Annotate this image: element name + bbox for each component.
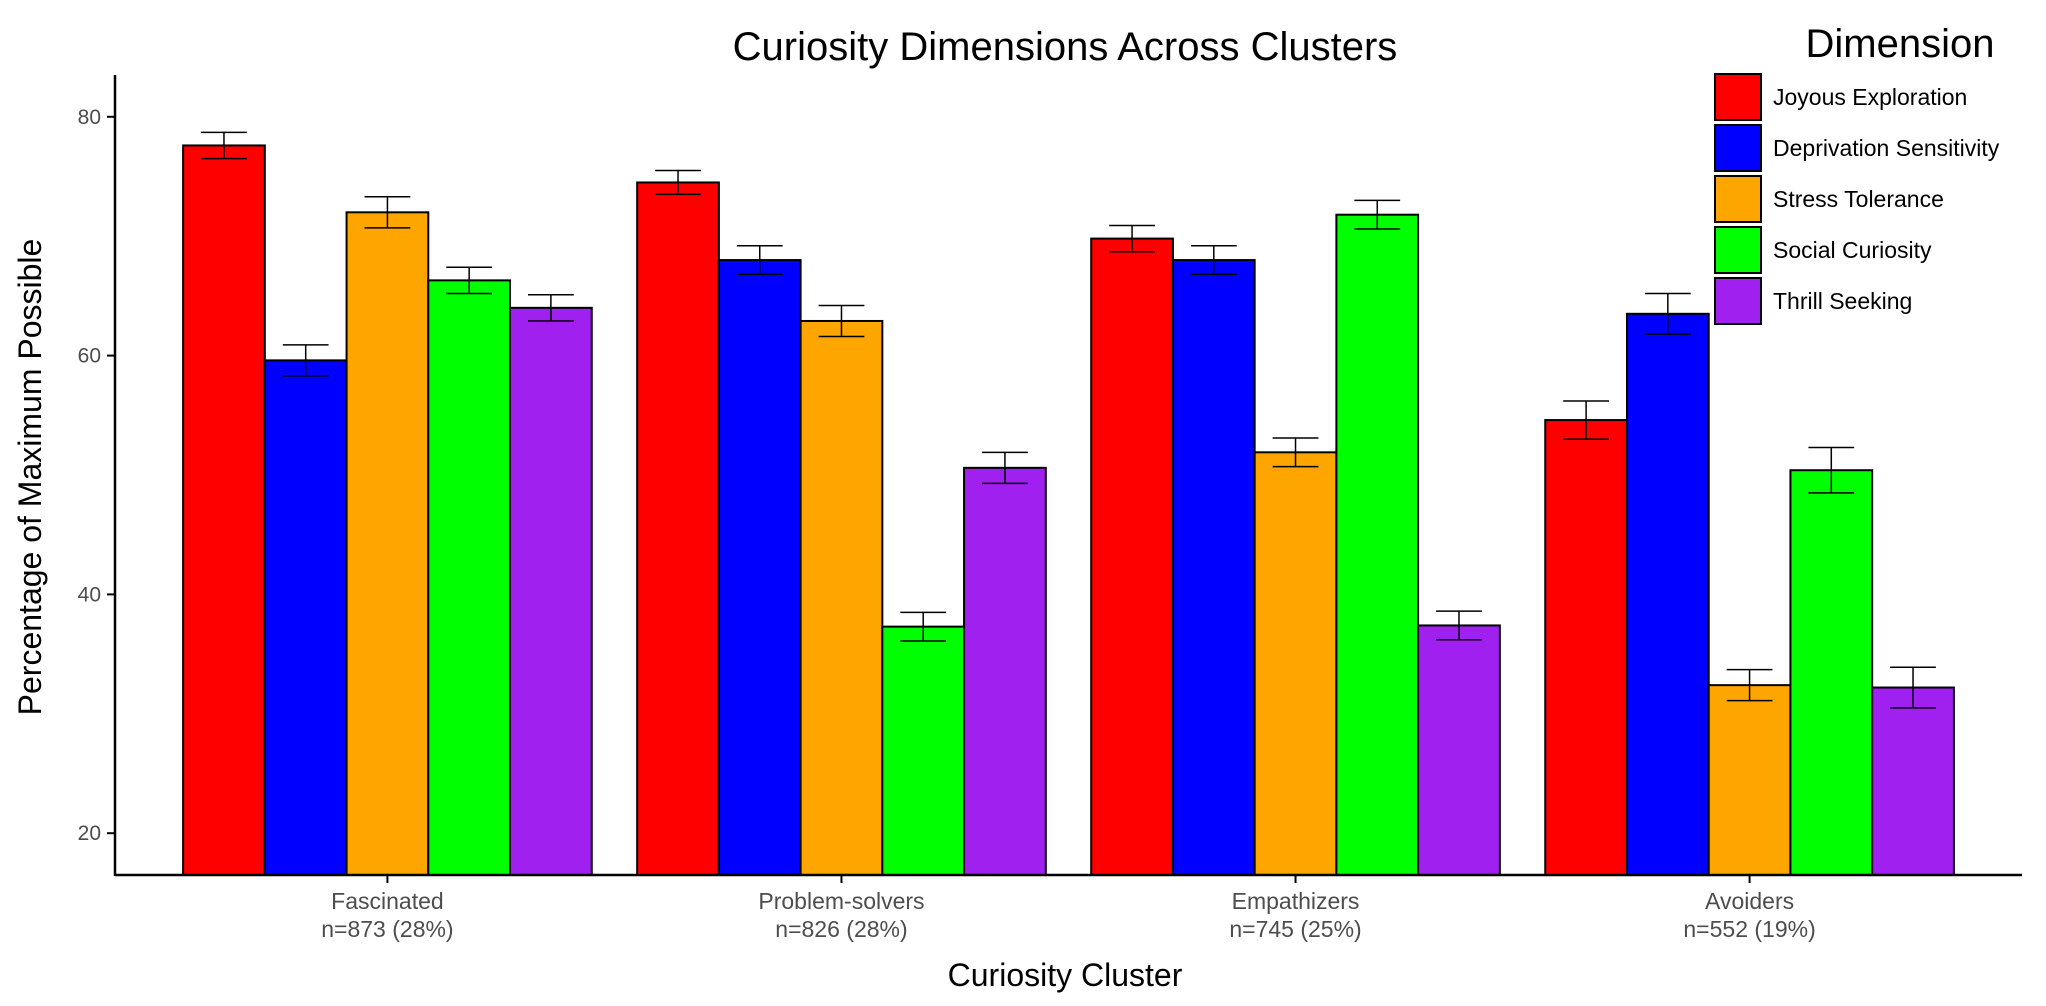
bar-problem-solvers-stress-tolerance [799, 319, 884, 876]
error-bar [1890, 666, 1936, 709]
bar-avoiders-joyous-exploration [1544, 419, 1628, 876]
error-bar [364, 196, 411, 229]
x-tick-sublabel: n=745 (25%) [1229, 916, 1361, 942]
legend-label: Thrill Seeking [1773, 288, 1912, 314]
error-bar [1436, 610, 1482, 641]
x-tick-label: Fascinated [331, 888, 444, 914]
x-tick-sublabel: n=552 (19%) [1683, 916, 1815, 942]
error-bar [818, 304, 865, 338]
x-tick-label: Avoiders [1705, 888, 1794, 914]
y-tick-label: 20 [78, 822, 101, 845]
y-axis-title: Percentage of Maximum Possible [12, 239, 48, 716]
x-tick-label: Problem-solvers [758, 888, 924, 914]
error-bar [1190, 244, 1237, 276]
error-bar [528, 293, 574, 322]
bar-avoiders-deprivation-sensitivity [1625, 312, 1710, 876]
legend-item: Stress Tolerance [1714, 175, 1944, 223]
error-bar [201, 131, 247, 160]
bar-problem-solvers-social-curiosity [881, 625, 966, 876]
x-tick-label: Empathizers [1232, 888, 1360, 914]
bar-avoiders-thrill-seeking [1871, 686, 1955, 876]
y-tick-label: 60 [78, 345, 101, 368]
error-bars-layer [201, 131, 1936, 709]
legend-swatch [1714, 277, 1762, 325]
legend-label: Joyous Exploration [1773, 84, 1967, 110]
y-axis-ticks: 20 40 60 80 [78, 106, 115, 845]
error-bar [1563, 400, 1609, 440]
bar-fascinated-thrill-seeking [509, 306, 593, 876]
legend-label: Social Curiosity [1773, 237, 1932, 263]
legend-label: Stress Tolerance [1773, 186, 1944, 212]
error-bar [655, 169, 701, 196]
bar-empathizers-stress-tolerance [1253, 451, 1338, 876]
legend-item: Social Curiosity [1714, 226, 1932, 274]
chart-title: Curiosity Dimensions Across Clusters [733, 25, 1398, 69]
bar-problem-solvers-thrill-seeking [963, 466, 1047, 876]
error-bar [282, 344, 329, 377]
legend-swatch [1714, 226, 1762, 274]
error-bar [1726, 668, 1773, 702]
error-bar [736, 244, 783, 276]
legend-swatch [1714, 175, 1762, 223]
y-tick-label: 80 [78, 106, 101, 129]
bar-problem-solvers-joyous-exploration [636, 181, 720, 876]
bar-empathizers-social-curiosity [1335, 213, 1420, 877]
bar-avoiders-stress-tolerance [1707, 684, 1792, 876]
bar-fascinated-social-curiosity [427, 279, 512, 877]
bar-fascinated-joyous-exploration [182, 144, 266, 876]
bar-fascinated-deprivation-sensitivity [263, 359, 348, 877]
error-bar [1109, 224, 1155, 253]
bar-fascinated-stress-tolerance [345, 211, 430, 877]
legend-item: Thrill Seeking [1714, 277, 1912, 325]
error-bar [446, 266, 493, 295]
error-bar [1354, 199, 1401, 230]
y-tick-label: 40 [78, 583, 101, 606]
x-tick-sublabel: n=826 (28%) [775, 916, 907, 942]
error-bar [1644, 292, 1691, 335]
x-axis-title: Curiosity Cluster [948, 957, 1183, 993]
legend-label: Deprivation Sensitivity [1773, 135, 2000, 161]
legend-item: Deprivation Sensitivity [1714, 124, 2000, 172]
legend-item: Joyous Exploration [1714, 73, 1967, 121]
bar-empathizers-joyous-exploration [1090, 237, 1174, 876]
error-bar [1272, 437, 1319, 468]
legend-swatch [1714, 73, 1762, 121]
bars-layer [182, 144, 1955, 877]
bar-empathizers-deprivation-sensitivity [1171, 259, 1256, 876]
legend: Dimension Joyous Exploration Deprivation … [1714, 22, 2000, 325]
bar-empathizers-thrill-seeking [1417, 624, 1501, 876]
x-tick-sublabel: n=873 (28%) [321, 916, 453, 942]
error-bar [900, 611, 947, 642]
bar-avoiders-social-curiosity [1789, 469, 1874, 876]
legend-title: Dimension [1806, 22, 1995, 66]
bar-problem-solvers-deprivation-sensitivity [717, 259, 802, 876]
legend-swatch [1714, 124, 1762, 172]
error-bar [1808, 446, 1855, 494]
error-bar [982, 451, 1028, 485]
